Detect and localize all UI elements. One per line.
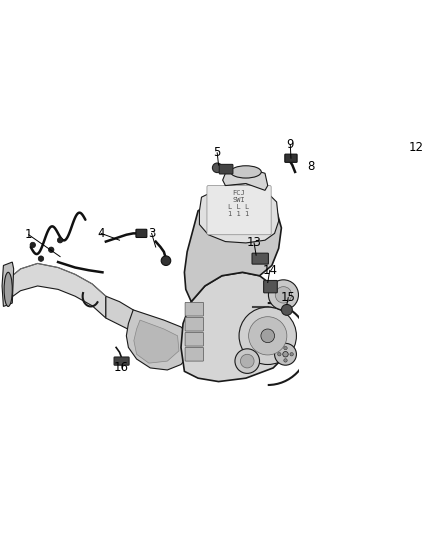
Polygon shape [8,263,106,318]
Ellipse shape [230,166,261,178]
Text: 9: 9 [286,138,294,151]
FancyBboxPatch shape [185,333,204,346]
Circle shape [275,287,292,303]
Text: 1: 1 [25,228,32,241]
Text: 12: 12 [409,141,424,154]
FancyBboxPatch shape [252,253,268,264]
Text: 16: 16 [114,361,129,374]
Circle shape [281,304,292,316]
Circle shape [261,329,275,343]
FancyBboxPatch shape [401,158,419,168]
Circle shape [235,349,260,374]
FancyBboxPatch shape [114,357,129,365]
Text: 3: 3 [148,227,155,240]
Polygon shape [181,272,288,382]
Polygon shape [106,296,143,341]
FancyBboxPatch shape [219,164,233,174]
Polygon shape [199,183,279,243]
Text: 8: 8 [307,160,314,173]
Polygon shape [190,327,229,354]
FancyBboxPatch shape [264,280,277,293]
Circle shape [284,346,287,350]
Circle shape [268,280,298,310]
Circle shape [283,352,288,357]
Circle shape [57,238,63,243]
Circle shape [275,343,297,365]
Text: SWI: SWI [233,197,245,203]
Circle shape [278,352,281,356]
Circle shape [314,199,322,207]
Circle shape [240,354,254,368]
Text: 13: 13 [247,237,261,249]
Circle shape [249,317,287,355]
Circle shape [30,243,35,248]
FancyBboxPatch shape [314,197,323,203]
FancyBboxPatch shape [285,154,297,163]
Text: 14: 14 [262,264,277,277]
Polygon shape [2,262,14,306]
Text: L L L: L L L [229,204,250,210]
Text: 4: 4 [97,227,105,240]
Circle shape [212,163,222,173]
Circle shape [49,247,54,253]
Text: FCJ: FCJ [233,190,245,196]
Circle shape [284,359,287,362]
Text: 5: 5 [213,146,221,159]
FancyBboxPatch shape [185,348,204,361]
Circle shape [239,307,297,365]
Text: 1 1 1: 1 1 1 [229,211,250,216]
Polygon shape [126,310,191,370]
Text: 15: 15 [281,291,296,304]
Polygon shape [134,320,179,363]
FancyBboxPatch shape [185,302,204,316]
Circle shape [161,256,171,265]
FancyBboxPatch shape [136,229,147,238]
Ellipse shape [4,272,12,306]
Circle shape [38,256,44,261]
FancyBboxPatch shape [185,317,204,331]
Polygon shape [223,168,268,190]
Polygon shape [184,194,281,302]
Circle shape [290,352,293,356]
FancyBboxPatch shape [207,185,271,235]
